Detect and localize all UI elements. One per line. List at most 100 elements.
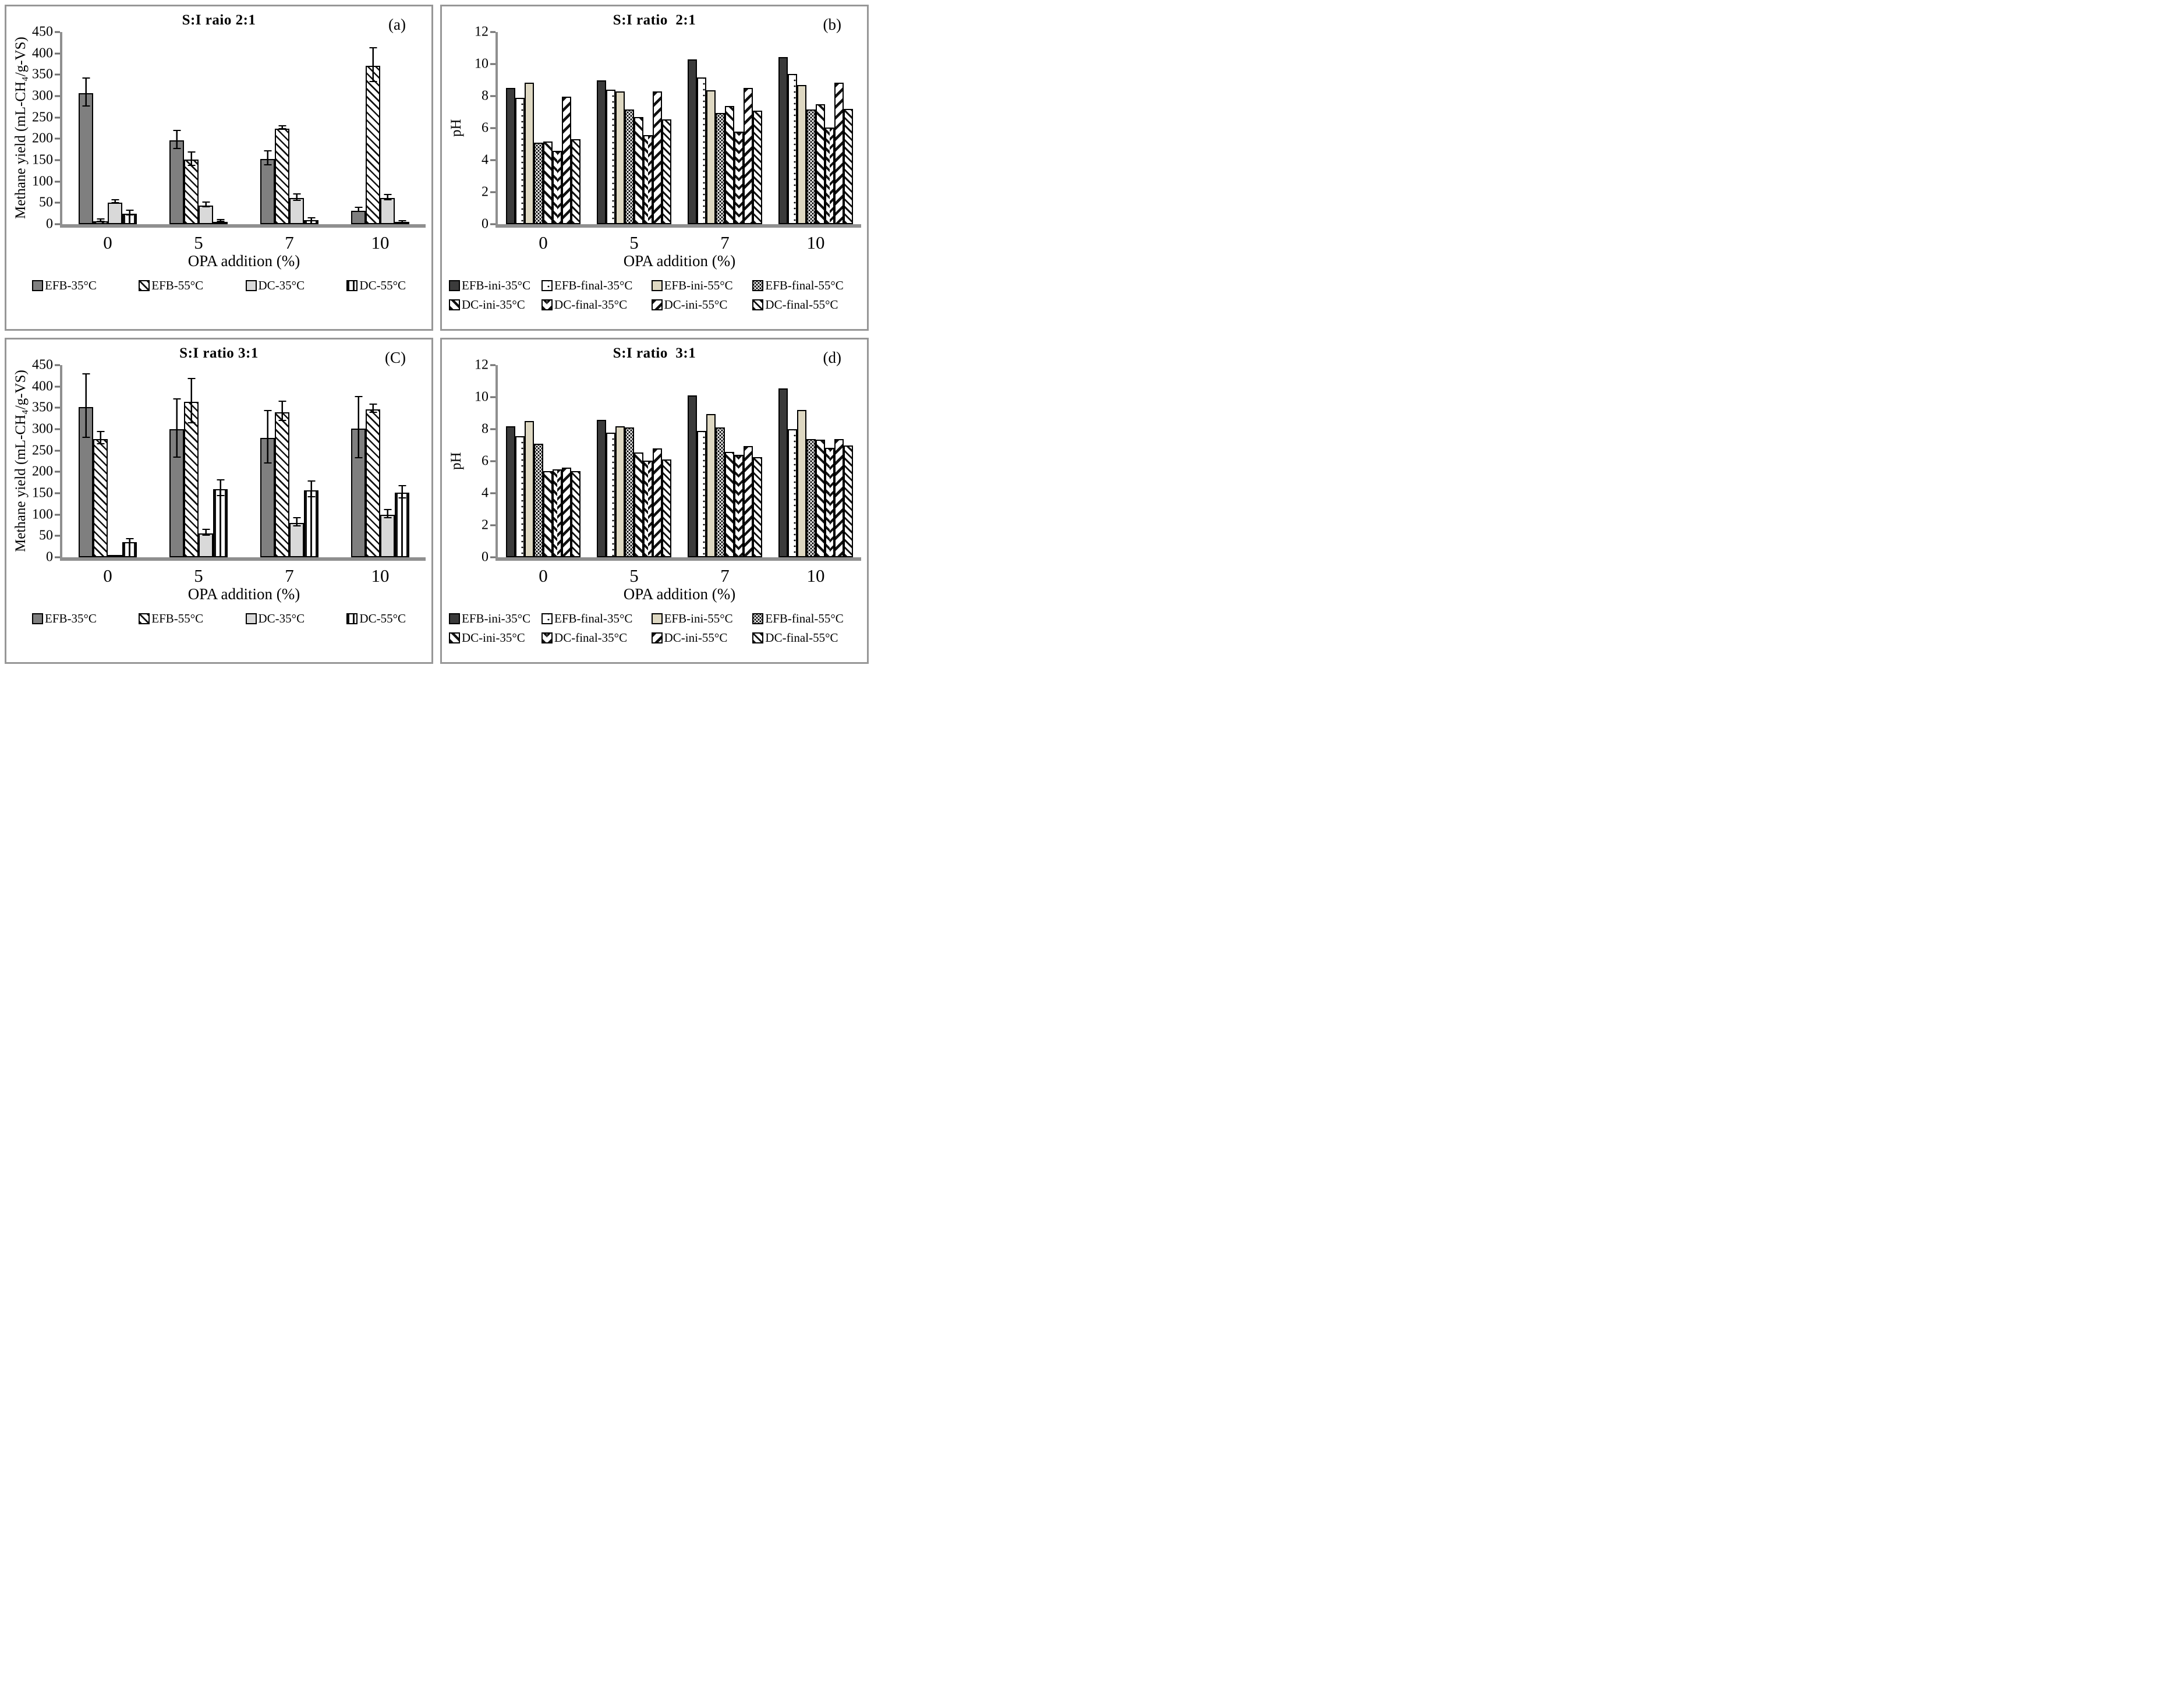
error-bar	[111, 199, 119, 204]
y-tick-mark	[55, 514, 60, 516]
y-tick-mark	[490, 159, 495, 161]
legend-item-dc-final-35-c: DC-final-35°C	[541, 298, 649, 312]
bar-efb-ini-55-c	[615, 426, 625, 557]
bar-slot	[706, 365, 716, 557]
y-tick-label: 4	[482, 485, 489, 501]
x-axis-title: OPA addition (%)	[623, 252, 736, 270]
chart-header: S:I ratio 2:1	[448, 9, 861, 32]
y-tick-mark	[55, 364, 60, 366]
error-bar	[202, 201, 210, 207]
x-category-label: 7	[720, 232, 730, 253]
plot-area	[495, 365, 861, 561]
bar-slot	[395, 32, 409, 224]
bar-efb-ini-35-c	[597, 419, 606, 557]
error-bar	[126, 209, 133, 215]
bar-efb-55-c	[184, 160, 199, 224]
bar-slot	[844, 365, 853, 557]
bar-group	[244, 365, 335, 557]
x-category-label: 5	[194, 232, 203, 253]
legend-swatch-efb-ini-55-c	[651, 280, 663, 291]
error-bar	[355, 396, 362, 458]
y-tick-mark	[55, 556, 60, 558]
y-tick-label: 4	[482, 152, 489, 168]
x-category-row: 0 5 7 10	[62, 228, 426, 253]
bar-efb-final-55-c	[806, 438, 816, 557]
legend-label: EFB-55°C	[151, 611, 204, 625]
bar-slot	[625, 365, 634, 557]
legend-swatch-dc-35-c	[245, 280, 257, 291]
panel-letter: (a)	[388, 16, 406, 33]
error-bar	[187, 151, 195, 166]
bar-slot	[515, 365, 525, 557]
bar-dc-final-55-c	[662, 459, 671, 557]
legend-item-dc-ini-55-c: DC-ini-55°C	[651, 631, 751, 645]
legend-item-efb-ini-55-c: EFB-ini-55°C	[651, 611, 751, 626]
x-axis-title: OPA addition (%)	[623, 585, 736, 603]
bar-slot	[304, 32, 318, 224]
y-tick-mark	[490, 31, 495, 33]
legend-label: EFB-final-35°C	[554, 278, 633, 292]
legend-label: DC-ini-55°C	[664, 631, 728, 645]
bar-dc-final-55-c	[753, 110, 762, 224]
legend-label: DC-final-35°C	[554, 298, 628, 312]
y-tick-label: 50	[39, 194, 53, 210]
y-axis: 0 2 4 6 8 10 12	[465, 24, 495, 232]
legend-item-dc-ini-35-c: DC-ini-35°C	[449, 631, 539, 645]
legend-item-dc-final-55-c: DC-final-55°C	[752, 631, 860, 645]
legend-swatch-efb-final-35-c	[541, 280, 553, 291]
bar-slot	[734, 32, 744, 224]
bar-slot	[184, 32, 199, 224]
bar-slot	[697, 32, 706, 224]
bar-slot	[380, 32, 395, 224]
y-tick-label: 6	[482, 453, 489, 469]
bar-group	[62, 32, 153, 224]
bar-dc-ini-55-c	[653, 448, 662, 557]
legend-swatch-dc-final-55-c	[752, 632, 764, 643]
legend-item-efb-ini-35-c: EFB-ini-35°C	[449, 278, 539, 293]
legend-label: DC-55°C	[359, 278, 406, 292]
bar-dc-ini-35-c	[816, 439, 825, 557]
legend-item-dc-35-c: DC-35°C	[245, 611, 305, 626]
bar-slot	[688, 32, 697, 224]
y-tick-mark	[55, 428, 60, 430]
bar-group	[770, 32, 861, 224]
bar-slot	[562, 365, 571, 557]
bar-efb-final-55-c	[625, 427, 634, 557]
bar-slot	[653, 365, 662, 557]
bar-slot	[778, 365, 788, 557]
legend: EFB-35°C EFB-55°C DC-35°C DC-55°C	[12, 278, 426, 293]
panel-letter: (d)	[823, 349, 841, 366]
legend-label: DC-final-55°C	[765, 298, 838, 312]
y-tick-label: 8	[482, 421, 489, 437]
bar-slot	[515, 32, 525, 224]
legend-label: EFB-ini-55°C	[664, 611, 733, 625]
bar-efb-ini-35-c	[506, 88, 515, 224]
legend-item-dc-55-c: DC-55°C	[346, 278, 406, 293]
bar-efb-35-c	[260, 158, 275, 224]
y-axis-title: Methane yield (mL-CH₄/g-VS)	[13, 370, 29, 553]
bar-slot	[625, 32, 634, 224]
y-tick-mark	[490, 428, 495, 430]
error-bar	[126, 538, 133, 543]
legend-item-efb-55-c: EFB-55°C	[139, 278, 203, 293]
bar-dc-ini-55-c	[562, 468, 571, 557]
bar-group	[589, 32, 679, 224]
bar-dc-55-c	[122, 542, 137, 557]
bar-slot	[534, 32, 543, 224]
y-tick-label: 8	[482, 88, 489, 104]
bar-dc-35-c	[380, 198, 395, 224]
y-tick-label: 0	[46, 216, 53, 232]
bar-dc-35-c	[199, 533, 213, 557]
bar-efb-final-35-c	[697, 77, 706, 224]
bar-efb-35-c	[79, 93, 93, 224]
y-tick-label: 2	[482, 517, 489, 533]
bar-group	[498, 32, 589, 224]
bar-efb-final-35-c	[515, 436, 525, 557]
bar-slot	[744, 365, 753, 557]
bar-efb-55-c	[275, 412, 289, 557]
bar-slot	[289, 365, 304, 557]
y-tick-mark	[55, 52, 60, 55]
legend-swatch-efb-final-55-c	[752, 280, 764, 291]
bar-slot	[825, 365, 834, 557]
bar-dc-ini-55-c	[834, 82, 844, 224]
